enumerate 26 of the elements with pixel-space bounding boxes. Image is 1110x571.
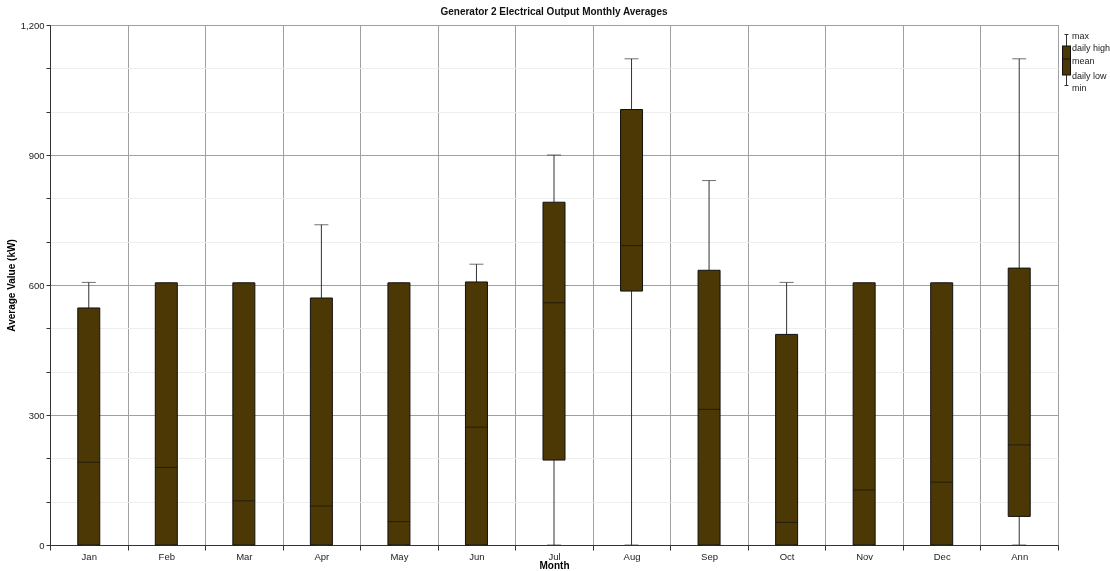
x-tick-label: Jul [548,550,561,562]
x-tick-label: Jan [81,550,97,562]
x-tick-label: Dec [933,550,951,562]
x-tick-label: Mar [236,550,253,562]
x-axis-title: Month [539,560,570,571]
text: min [1072,83,1087,93]
y-tick-label: 0 [39,539,45,551]
x-tick-label: Sep [701,550,719,562]
y-tick-label: 600 [28,279,45,291]
x-tick-label: Nov [856,550,874,562]
y-tick-label: 1,200 [20,19,45,31]
text: max [1072,31,1090,41]
text: daily high [1072,43,1110,53]
text: daily low [1072,71,1107,81]
y-tick-label: 300 [28,409,45,421]
y-axis-title: Average Value (kW) [5,239,17,332]
x-tick-label: Oct [779,550,795,562]
chart-title: Generator 2 Electrical Output Monthly Averages [440,6,668,17]
y-tick-label: 900 [28,149,45,161]
x-tick-label: Apr [314,550,330,562]
x-tick-label: Aug [623,550,641,562]
x-tick-label: May [390,550,409,562]
x-tick-label: Feb [158,550,175,562]
x-tick-label: Ann [1011,550,1029,562]
text: mean [1072,55,1095,66]
x-tick-label: Jun [469,550,485,562]
